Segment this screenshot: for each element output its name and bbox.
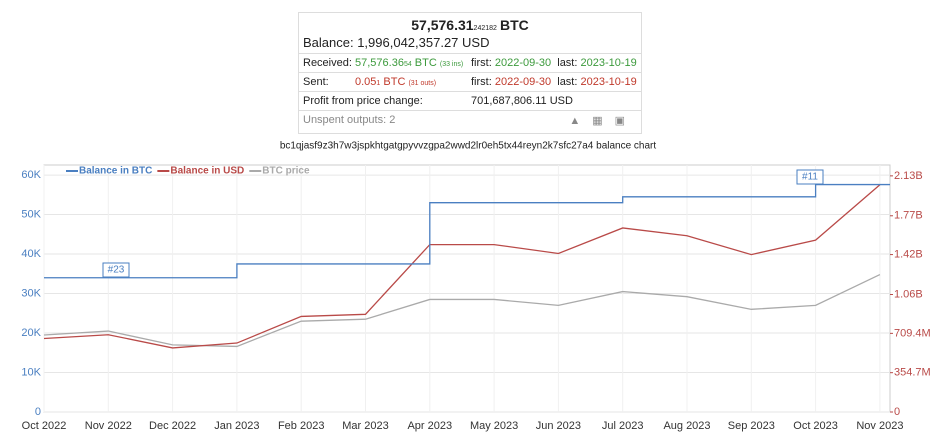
- date: 2023-10-19: [580, 57, 637, 69]
- legend-label: Balance in USD: [170, 166, 244, 177]
- y2-tick-label: 1.06B: [894, 288, 923, 300]
- annotation-box: [796, 169, 824, 185]
- date: 2022-09-30: [494, 76, 552, 88]
- count: (31 outs): [408, 80, 437, 87]
- y-tick-label: 0: [35, 406, 41, 418]
- label: Sent:: [303, 76, 329, 88]
- x-tick-label: Jan 2023: [214, 420, 259, 432]
- value: 701,687,806.11 USD: [471, 95, 573, 107]
- y2-tick-label: 709.4M: [894, 327, 931, 339]
- y2-tick-label: 354.7M: [894, 367, 931, 379]
- x-tick-label: Oct 2023: [793, 420, 838, 432]
- value-small: 1: [376, 80, 381, 87]
- y-tick-label: 60K: [21, 169, 41, 181]
- unit: BTC: [383, 76, 406, 88]
- x-tick-label: Feb 2023: [278, 420, 324, 432]
- x-tick-label: Nov 2022: [85, 420, 132, 432]
- x-tick-label: May 2023: [470, 420, 518, 432]
- x-tick-label: Sep 2023: [728, 420, 775, 432]
- y-tick-label: 50K: [21, 208, 41, 220]
- y2-tick-label: 0: [894, 406, 900, 418]
- legend-label: Balance in BTC: [79, 166, 152, 177]
- y-tick-label: 10K: [21, 366, 41, 378]
- amount: 57,576.31242182 BTC: [299, 13, 641, 35]
- legend-label: BTC price: [262, 166, 310, 177]
- label: first:: [471, 57, 492, 69]
- sent-value: 0.051 BTC (31 outs): [355, 76, 471, 88]
- value: 0.05: [355, 76, 377, 88]
- amount-small: 242182: [473, 25, 497, 32]
- received-value: 57,576.3654 BTC (33 ins): [355, 57, 471, 69]
- y2-tick-label: 1.77B: [894, 210, 923, 222]
- y-tick-label: 20K: [21, 327, 41, 339]
- amount-unit: BTC: [499, 17, 529, 33]
- sent-row: Sent: 0.051 BTC (31 outs) first: 2022-09…: [299, 72, 641, 91]
- annotation-box: [102, 262, 130, 278]
- amount-value: 57,576.31: [411, 17, 474, 33]
- annotation: #23: [108, 265, 125, 276]
- unit: BTC: [414, 57, 437, 69]
- y2-tick-label: 2.13B: [894, 170, 923, 182]
- x-tick-label: Aug 2023: [663, 420, 710, 432]
- series-line: [43, 184, 881, 349]
- x-tick-label: Apr 2023: [407, 420, 452, 432]
- x-tick-label: Oct 2022: [22, 420, 67, 432]
- series-line: [44, 183, 890, 279]
- profit-row: Profit from price change: 701,687,806.11 …: [299, 91, 641, 110]
- value: 57,576.36: [355, 57, 404, 69]
- icons[interactable]: ▲▦▣: [569, 115, 637, 127]
- series-line: [43, 273, 881, 348]
- balance: Balance: 1,996,042,357.27 USD: [303, 35, 490, 50]
- label: last:: [557, 76, 578, 88]
- label: last:: [557, 57, 578, 69]
- y2-tick-label: 1.42B: [894, 248, 923, 260]
- y-tick-label: 40K: [21, 248, 41, 260]
- address-info: 57,576.31242182 BTC Balance: 1,996,042,3…: [298, 12, 642, 134]
- count: (33 ins): [439, 61, 464, 68]
- unspent-row: Unspent outputs: 2 ▲▦▣: [299, 110, 641, 133]
- x-tick-label: Dec 2022: [149, 420, 196, 432]
- date: 2022-09-30: [494, 57, 552, 69]
- annotation: #11: [802, 172, 818, 183]
- date: 2023-10-19: [580, 76, 637, 88]
- chart-title: bc1qjasf9z3h7w3jspkhtgatgpyvvzgpa2wwd2lr…: [280, 141, 657, 152]
- received-row: Received: 57,576.3654 BTC (33 ins) first…: [299, 53, 641, 72]
- value-small: 54: [403, 61, 412, 68]
- label: first:: [471, 76, 492, 88]
- x-tick-label: Jun 2023: [536, 420, 581, 432]
- x-tick-label: Nov 2023: [856, 420, 903, 432]
- y-tick-label: 30K: [21, 287, 41, 299]
- x-tick-label: Jul 2023: [602, 420, 644, 432]
- unspent: Unspent outputs: 2: [303, 114, 396, 126]
- plot-frame: [43, 164, 891, 413]
- label: Received:: [303, 57, 352, 69]
- label: Profit from price change:: [303, 95, 423, 107]
- x-tick-label: Mar 2023: [342, 420, 388, 432]
